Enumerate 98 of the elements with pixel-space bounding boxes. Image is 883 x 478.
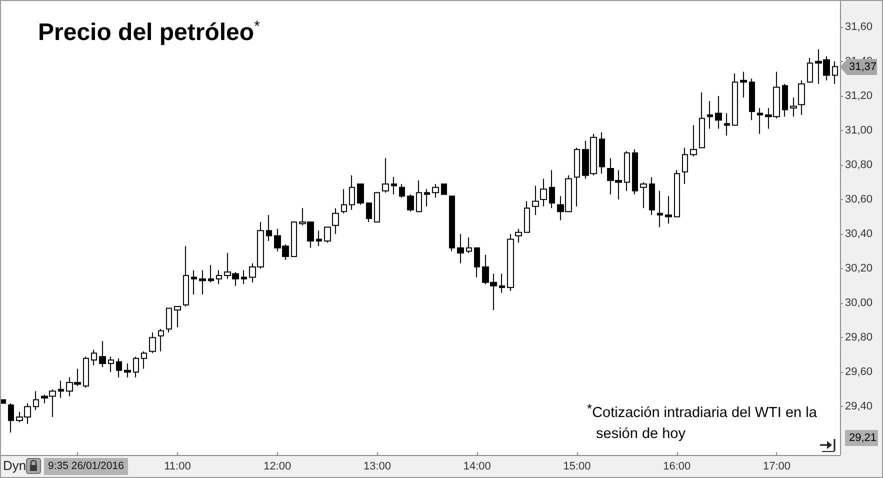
- y-tick-label: 31,20: [845, 90, 873, 102]
- candlestick: [316, 230, 322, 247]
- text: Dyn: [3, 458, 26, 474]
- candlestick: [549, 170, 555, 209]
- candlestick: [474, 247, 480, 278]
- candlestick: [58, 380, 64, 399]
- candlestick: [507, 234, 514, 292]
- candlestick: [832, 60, 838, 84]
- candlestick: [199, 270, 206, 295]
- candlestick: [599, 132, 605, 174]
- y-tick-label: 31,00: [845, 124, 873, 136]
- candlestick: [649, 176, 655, 216]
- candlestick: [449, 196, 455, 252]
- candlestick: [366, 202, 372, 222]
- candlestick: [349, 174, 355, 210]
- y-tick-label: 30,60: [845, 194, 873, 206]
- candlestick: [466, 236, 472, 254]
- candlestick: [357, 183, 364, 206]
- candlestick: [191, 270, 197, 295]
- candlestick: [532, 185, 539, 216]
- candlestick: [624, 150, 630, 192]
- y-tick-label: 30,80: [845, 158, 873, 171]
- candlestick: [640, 182, 647, 209]
- candlestick: [183, 246, 189, 308]
- candlestick: [782, 83, 788, 118]
- candlestick: [749, 78, 755, 121]
- candlestick: [341, 188, 347, 214]
- candlestick: [757, 108, 763, 134]
- x-tick-label: 17:00: [762, 460, 791, 472]
- y-tick-label: 30,20: [845, 262, 873, 275]
- text: 29,21: [845, 430, 878, 446]
- candlestick: [665, 196, 672, 224]
- y-tick-label: 30,00: [845, 297, 873, 310]
- text: 9:35 26/01/2016: [44, 458, 128, 475]
- candlestick: [399, 183, 405, 198]
- y-tick-label: 29,40: [845, 400, 873, 413]
- candlestick: [416, 180, 422, 212]
- candlestick: [574, 147, 580, 207]
- candlestick: [141, 350, 147, 370]
- candlestick: [99, 340, 106, 368]
- candlestick: [33, 390, 39, 411]
- candlestick: [790, 97, 797, 118]
- x-tick-label: 16:00: [663, 460, 691, 472]
- candlestick: [332, 208, 339, 235]
- candlestick: [682, 147, 688, 184]
- candlestick: [91, 349, 97, 366]
- candlestick: [499, 273, 505, 294]
- candlestick: [699, 92, 705, 148]
- candlestick: [166, 308, 172, 333]
- candlestick: [724, 112, 730, 136]
- y-tick-label: 30,40: [845, 228, 873, 240]
- candlestick: [540, 178, 547, 207]
- candlestick: [798, 80, 805, 116]
- candlestick: [124, 363, 131, 378]
- candlestick: [241, 270, 247, 285]
- candlestick: [216, 270, 222, 285]
- candlestick: [632, 148, 638, 195]
- candlestick: [158, 328, 164, 352]
- candlestick: [674, 170, 680, 218]
- candlestick: [432, 183, 439, 198]
- candlestick: [83, 356, 89, 388]
- candlestick: [807, 57, 813, 83]
- y-tick-label: 31,60: [845, 20, 873, 33]
- candlestick: [108, 356, 114, 373]
- x-tick-label: 11:00: [164, 460, 191, 472]
- candlestick: [174, 306, 181, 328]
- candlestick: [208, 264, 214, 283]
- candlestick: [407, 194, 414, 212]
- candlestick: [740, 71, 747, 98]
- candlestick: [374, 192, 380, 222]
- x-tick-label: 15:00: [563, 460, 591, 472]
- x-tick-label: 13:00: [363, 460, 391, 472]
- candlestick: [149, 332, 156, 354]
- text: Precio del petróleo$^{*}$: [38, 18, 260, 47]
- candlestick: [324, 226, 331, 244]
- candlestick: [133, 356, 139, 378]
- y-tick-label: 29,80: [845, 332, 873, 344]
- candlestick: [424, 188, 430, 207]
- candlestick: [382, 158, 389, 194]
- annotation: $^{*}$Cotización intradiaria del WTI en la sesión de hoy: [587, 401, 818, 444]
- candlestick: [291, 221, 297, 257]
- text: 31,37: [840, 59, 877, 75]
- candlestick: [457, 234, 464, 264]
- y-tick-label: 29,60: [845, 366, 873, 378]
- x-tick-label: 14:00: [463, 460, 491, 472]
- candlestick: [707, 100, 713, 130]
- candlestick: [690, 124, 697, 157]
- candlestick: [524, 200, 530, 233]
- candlestick: [715, 95, 722, 130]
- candlestick: [266, 214, 272, 242]
- candlestick: [515, 228, 522, 244]
- candlestick: [441, 183, 447, 195]
- candlestick: [657, 190, 663, 228]
- candlestick: [116, 358, 122, 378]
- x-tick-label: 12:00: [264, 460, 292, 472]
- candlestick: [391, 176, 397, 195]
- candlestick: [8, 402, 14, 434]
- candlestick: [732, 73, 738, 126]
